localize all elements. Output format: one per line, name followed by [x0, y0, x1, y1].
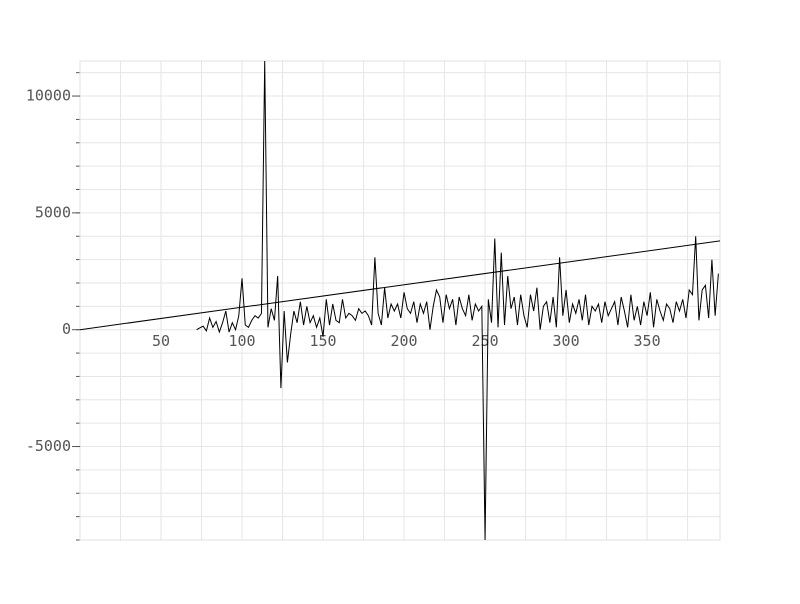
line-series: [196, 61, 719, 540]
x-tick-label: 50: [152, 332, 170, 350]
x-tick-label: 350: [634, 332, 661, 350]
x-tick-label: 150: [309, 332, 336, 350]
line-series: [80, 240, 720, 331]
y-tick-label: 10000: [26, 87, 71, 105]
x-tick-label: 200: [391, 332, 418, 350]
y-tick-label: 5000: [35, 203, 71, 221]
y-tick-label: -5000: [26, 437, 71, 455]
x-tick-label: 300: [553, 332, 580, 350]
y-tick-label: 0: [62, 320, 71, 338]
plot-frame: [79, 60, 721, 541]
x-tick-label: 250: [472, 332, 499, 350]
x-tick-label: 100: [228, 332, 255, 350]
